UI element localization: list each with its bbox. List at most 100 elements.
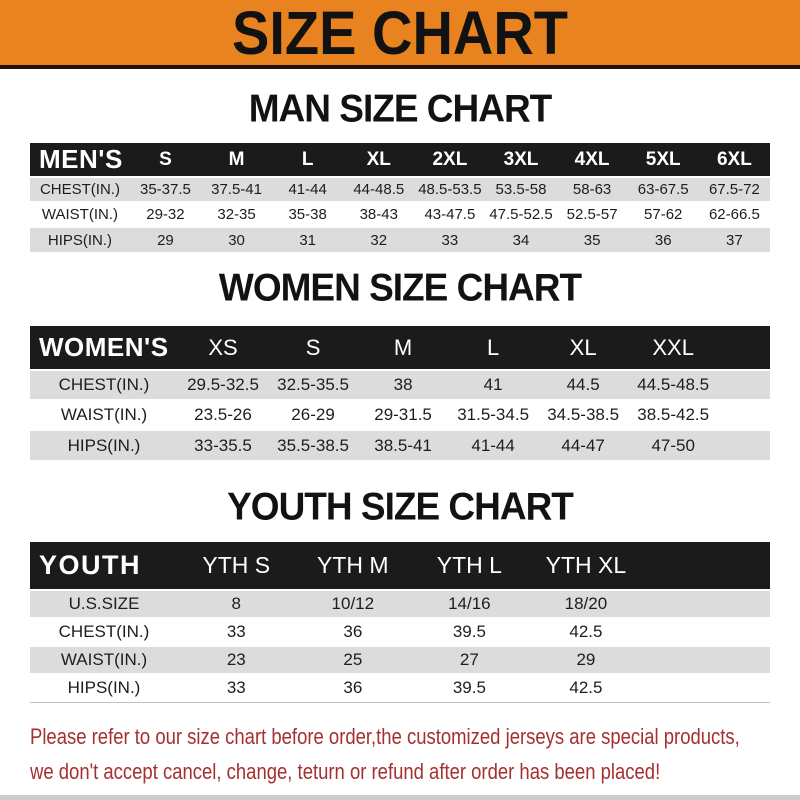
size-cell: 38.5-41 (358, 429, 449, 460)
size-cell: 35 (556, 226, 628, 252)
men-column-s: S (129, 143, 201, 177)
men-column-2xl: 2XL (414, 143, 486, 177)
spacer-cell (644, 589, 770, 618)
women-chart-title: WOMEN SIZE CHART (218, 265, 582, 309)
size-cell: 58-63 (556, 176, 628, 202)
spacer-cell (718, 326, 770, 370)
bottom-strip (0, 795, 800, 800)
spacer-cell (718, 429, 770, 460)
size-cell: 34 (485, 226, 557, 252)
men-column-l: L (272, 143, 344, 177)
youth-size-table: YOUTH YTH S YTH M YTH L YTH XL U.S.SIZE 8 10/12… (30, 542, 770, 703)
men-size-table: MEN'S S M L XL 2XL 3XL 4XL 5XL 6XL CHEST(IN.) 35-37… (30, 143, 770, 252)
row-label: CHEST(IN.) (30, 617, 178, 647)
size-cell: 14/16 (411, 589, 528, 618)
men-header-row: MEN'S S M L XL 2XL 3XL 4XL 5XL 6XL (30, 143, 770, 177)
size-cell: 38.5-42.5 (628, 399, 719, 431)
size-cell: 10/12 (294, 589, 412, 618)
women-column-xs: XS (178, 326, 269, 370)
size-cell: 39.5 (411, 617, 528, 647)
women-row-chest-in: CHEST(IN.) 29.5-32.5 32.5-35.5 38 41 44.5 44.5… (30, 369, 770, 400)
size-cell: 48.5-53.5 (414, 176, 486, 202)
size-cell: 33 (414, 226, 486, 252)
size-cell: 38 (358, 369, 449, 400)
size-cell: 32-35 (201, 201, 273, 228)
size-cell: 57-62 (627, 201, 699, 228)
youth-row-waist-in: WAIST(IN.) 23 25 27 29 (30, 645, 770, 674)
size-cell: 39.5 (411, 673, 528, 703)
women-size-table: WOMEN'S XS S M L XL XXL CHEST(IN.) 29.5-32.5 32.5… (30, 326, 770, 460)
spacer-cell (644, 542, 770, 590)
youth-header-row: YOUTH YTH S YTH M YTH L YTH XL (30, 542, 770, 590)
men-header-label: MEN'S (30, 143, 130, 177)
men-size-chart-section: MAN SIZE CHART MEN'S S M L XL 2XL 3XL 4XL 5XL 6XL C… (0, 86, 800, 252)
size-cell: 18/20 (527, 589, 645, 618)
youth-column-yth-l: YTH L (411, 542, 528, 590)
men-row-chest-in: CHEST(IN.) 35-37.5 37.5-41 41-44 44-48.5 48.5… (30, 176, 770, 202)
size-cell: 31.5-34.5 (448, 399, 539, 431)
men-row-hips-in: HIPS(IN.) 29 30 31 32 33 34 35 36 37 (30, 226, 770, 252)
size-cell: 42.5 (527, 673, 645, 703)
row-label: U.S.SIZE (30, 589, 178, 618)
women-row-waist-in: WAIST(IN.) 23.5-26 26-29 29-31.5 31.5-34.5 34… (30, 399, 770, 431)
size-cell: 33 (178, 617, 295, 647)
size-cell: 38-43 (343, 201, 415, 228)
size-cell: 37.5-41 (201, 176, 273, 202)
notice-line-1: Please refer to our size chart before or… (30, 723, 740, 749)
row-label: CHEST(IN.) (30, 369, 178, 400)
row-label: WAIST(IN.) (30, 201, 130, 228)
size-cell: 32.5-35.5 (268, 369, 359, 400)
men-column-6xl: 6XL (698, 143, 770, 177)
size-cell: 33-35.5 (178, 429, 269, 460)
row-label: WAIST(IN.) (30, 645, 178, 674)
size-cell: 47.5-52.5 (485, 201, 557, 228)
women-column-xl: XL (538, 326, 629, 370)
men-column-4xl: 4XL (556, 143, 628, 177)
size-cell: 44.5-48.5 (628, 369, 719, 400)
size-cell: 34.5-38.5 (538, 399, 629, 431)
notice-line-2: we don't accept cancel, change, teturn o… (30, 758, 661, 784)
size-cell: 23 (178, 645, 295, 674)
size-cell: 36 (294, 673, 412, 703)
men-chart-title: MAN SIZE CHART (248, 86, 553, 130)
size-cell: 29-31.5 (358, 399, 449, 431)
men-column-xl: XL (343, 143, 415, 177)
size-cell: 52.5-57 (556, 201, 628, 228)
size-cell: 32 (343, 226, 415, 252)
spacer-cell (644, 645, 770, 674)
youth-column-yth-xl: YTH XL (527, 542, 645, 590)
size-cell: 41-44 (272, 176, 344, 202)
row-label: HIPS(IN.) (30, 673, 178, 703)
size-cell: 41-44 (448, 429, 539, 460)
women-header-row: WOMEN'S XS S M L XL XXL (30, 326, 770, 370)
size-cell: 30 (201, 226, 273, 252)
row-label: HIPS(IN.) (30, 429, 178, 460)
banner: SIZE CHART (0, 0, 800, 69)
spacer-cell (718, 369, 770, 400)
size-cell: 44-48.5 (343, 176, 415, 202)
row-label: HIPS(IN.) (30, 226, 130, 252)
youth-header-label: YOUTH (30, 542, 178, 590)
women-column-s: S (268, 326, 359, 370)
charts-container: MAN SIZE CHART MEN'S S M L XL 2XL 3XL 4XL 5XL 6XL C… (0, 86, 800, 703)
women-row-hips-in: HIPS(IN.) 33-35.5 35.5-38.5 38.5-41 41-44 44-… (30, 429, 770, 460)
size-cell: 36 (294, 617, 412, 647)
women-column-m: M (358, 326, 449, 370)
youth-row-hips-in: HIPS(IN.) 33 36 39.5 42.5 (30, 673, 770, 703)
spacer-cell (644, 673, 770, 703)
youth-column-yth-s: YTH S (178, 542, 295, 590)
men-column-m: M (201, 143, 273, 177)
youth-row-u-s-size: U.S.SIZE 8 10/12 14/16 18/20 (30, 589, 770, 618)
size-cell: 26-29 (268, 399, 359, 431)
women-header-label: WOMEN'S (30, 326, 178, 370)
order-notice: Please refer to our size chart before or… (30, 719, 800, 789)
size-cell: 35.5-38.5 (268, 429, 359, 460)
women-column-xxl: XXL (628, 326, 719, 370)
women-size-chart-section: WOMEN SIZE CHART WOMEN'S XS S M L XL XXL CHEST(I… (0, 265, 800, 460)
women-column-l: L (448, 326, 539, 370)
size-cell: 27 (411, 645, 528, 674)
size-cell: 29 (527, 645, 645, 674)
row-label: WAIST(IN.) (30, 399, 178, 431)
youth-size-chart-section: YOUTH SIZE CHART YOUTH YTH S YTH M YTH L YTH … (0, 485, 800, 703)
men-column-3xl: 3XL (485, 143, 557, 177)
